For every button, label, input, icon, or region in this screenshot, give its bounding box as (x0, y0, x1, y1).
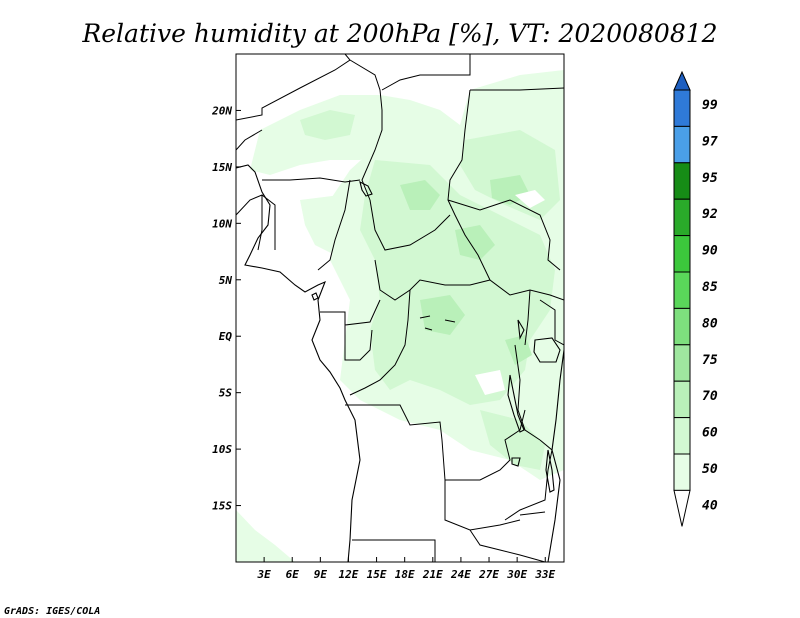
y-tick-label: EQ (219, 330, 233, 343)
colorbar-label: 60 (702, 426, 718, 441)
colorbar-segment (673, 380, 691, 419)
x-tick-label: 15E (367, 568, 387, 581)
rh-40-50-region-west (300, 195, 370, 255)
rh-below-40-hole-1 (515, 190, 545, 208)
lake-albert (517, 319, 525, 340)
border-cameroon-gabon-congo (320, 299, 381, 361)
x-tick-label: 3E (256, 568, 271, 581)
map-panel: 3E 6E 9E 12E 15E 18E 21E 24E 27E 30E 33E 20N 15N 10N… (211, 53, 565, 581)
colorbar-label: 70 (702, 389, 718, 404)
lake-chad (359, 180, 373, 197)
colorbar-segment (673, 453, 691, 491)
border-sudan-south-sudan (447, 199, 561, 271)
lake-tanganyika (507, 374, 525, 433)
colorbar-segment (673, 89, 691, 127)
border-west-african-states (236, 129, 276, 251)
border-chad-car (369, 199, 451, 251)
x-tick-label: 21E (422, 568, 443, 581)
colorbar-segment (673, 417, 691, 455)
rh-50-60-region-c (480, 410, 545, 470)
border-car-drc (374, 259, 491, 301)
x-tick-label: 33E (534, 568, 555, 581)
lake-kariba (519, 511, 546, 516)
border-congo-drc (349, 289, 411, 396)
border-nigeria-cameroon (317, 179, 351, 271)
x-tick-label: 9E (314, 568, 328, 581)
river-congo-patches (419, 315, 456, 331)
colorbar-label: 97 (702, 134, 718, 149)
colorbar-label: 90 (702, 244, 718, 259)
border-niger-nigeria (262, 177, 361, 183)
x-tick-label: 30E (506, 568, 527, 581)
y-tick-label: 5S (219, 387, 233, 400)
x-tick-label: 18E (395, 568, 415, 581)
colorbar-label: 80 (702, 316, 718, 331)
border-tanzania-mozambique (504, 439, 553, 521)
x-tick-label: 27E (478, 568, 499, 581)
coastline-west-africa (236, 164, 361, 562)
colorbar-segment (673, 344, 691, 382)
colorbar-segment (673, 198, 691, 237)
chart-title: Relative humidity at 200hPa [%], VT: 202… (81, 19, 717, 48)
islands-bioko (311, 292, 319, 301)
rh-50-60-region-d (300, 110, 355, 140)
rh-40-50-region-sw-corner (236, 510, 295, 562)
colorbar-label: 92 (702, 207, 718, 222)
colorbar-segment (673, 235, 691, 273)
grads-credit: GrADS: IGES/COLA (4, 606, 100, 617)
rh-60-70-patch-1 (400, 180, 440, 210)
x-tick-label: 24E (450, 568, 471, 581)
y-tick-label: 15N (212, 161, 232, 174)
colorbar-segment (673, 125, 691, 164)
rh-below-40-hole-2 (475, 370, 505, 395)
colorbar-label: 85 (702, 280, 718, 295)
rh-50-60-region-a (360, 160, 555, 405)
lake-mweru (511, 457, 521, 467)
map-frame (235, 53, 565, 563)
border-algeria-libya-niger (236, 54, 383, 201)
colorbar-label: 95 (702, 171, 718, 186)
x-tick-label: 6E (286, 568, 300, 581)
colorbar-segment (673, 162, 691, 200)
border-drc-east-lakes (514, 289, 564, 441)
humidity-field (236, 70, 564, 562)
x-axis: 3E 6E 9E 12E 15E 18E 21E 24E 27E 30E 33E (256, 557, 556, 581)
colorbar-bottom-arrow (673, 489, 691, 527)
colorbar: 99 97 95 92 90 85 80 75 70 60 50 40 (673, 70, 718, 527)
colorbar-label: 75 (702, 353, 718, 368)
border-zimbabwe-south (469, 529, 546, 562)
map-boundaries (236, 54, 564, 562)
border-libya-sudan (381, 54, 471, 91)
colorbar-label: 50 (702, 462, 718, 477)
y-tick-label: 10N (212, 217, 232, 230)
y-tick-label: 15S (212, 500, 232, 513)
colorbar-segment (673, 271, 691, 309)
rh-60-70-patch-3 (420, 295, 465, 335)
border-egypt-sudan (470, 87, 564, 91)
y-axis: 20N 15N 10N 5N EQ 5S 10S 15S (211, 104, 241, 513)
colorbar-top-arrow (673, 70, 691, 91)
y-tick-label: 20N (211, 104, 232, 117)
colorbar-label: 40 (702, 498, 718, 513)
y-tick-label: 10S (212, 443, 232, 456)
x-tick-label: 12E (339, 568, 359, 581)
colorbar-label: 99 (702, 98, 718, 113)
rh-60-70-patch-2 (455, 225, 495, 260)
lake-victoria (533, 337, 561, 363)
lake-malawi (545, 449, 555, 493)
colorbar-segment (673, 307, 691, 346)
y-tick-label: 5N (219, 274, 233, 287)
